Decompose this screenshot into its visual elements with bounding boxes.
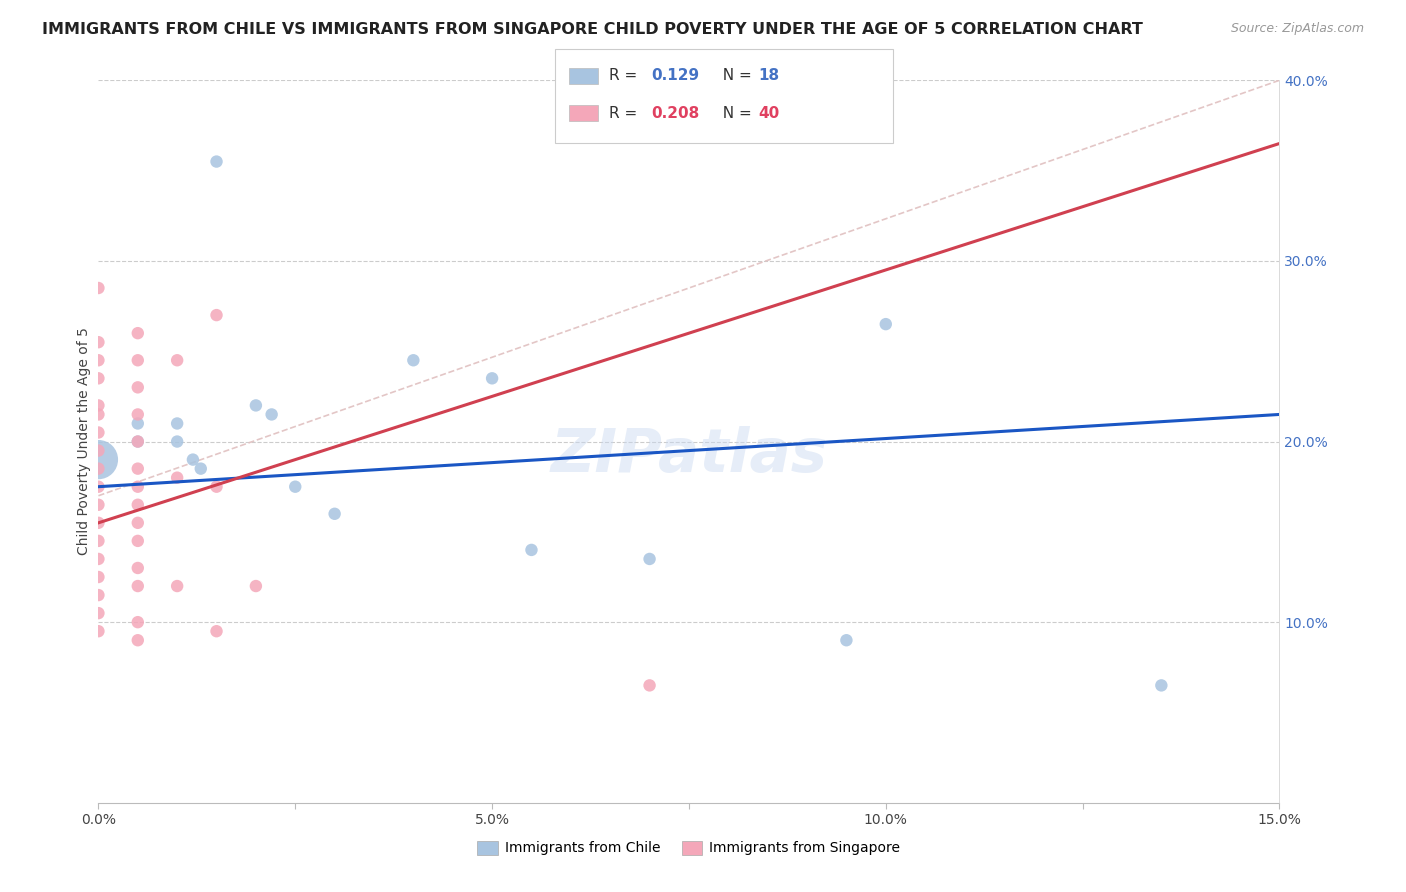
Point	[127, 408, 149, 422]
Point	[127, 417, 149, 431]
Point	[87, 533, 110, 548]
Point	[284, 480, 307, 494]
Point	[323, 507, 346, 521]
Point	[127, 516, 149, 530]
Point	[87, 371, 110, 385]
Point	[87, 624, 110, 639]
Point	[875, 317, 897, 331]
Text: N =: N =	[713, 69, 761, 83]
Point	[835, 633, 858, 648]
Point	[1150, 678, 1173, 692]
Text: IMMIGRANTS FROM CHILE VS IMMIGRANTS FROM SINGAPORE CHILD POVERTY UNDER THE AGE O: IMMIGRANTS FROM CHILE VS IMMIGRANTS FROM…	[42, 22, 1143, 37]
Point	[205, 624, 228, 639]
Point	[127, 579, 149, 593]
Point	[166, 353, 188, 368]
Point	[87, 588, 110, 602]
Point	[166, 417, 188, 431]
Point	[127, 561, 149, 575]
Text: 0.208: 0.208	[651, 106, 699, 120]
Point	[87, 398, 110, 412]
Point	[205, 480, 228, 494]
Point	[166, 471, 188, 485]
Point	[127, 480, 149, 494]
Point	[127, 498, 149, 512]
Point	[205, 308, 228, 322]
Point	[87, 516, 110, 530]
Point	[205, 154, 228, 169]
Point	[190, 461, 212, 475]
Point	[127, 533, 149, 548]
Point	[87, 461, 110, 475]
Point	[245, 579, 267, 593]
Text: Source: ZipAtlas.com: Source: ZipAtlas.com	[1230, 22, 1364, 36]
Point	[87, 498, 110, 512]
Point	[87, 353, 110, 368]
Point	[481, 371, 503, 385]
Text: ZIPatlas: ZIPatlas	[550, 426, 828, 485]
Point	[260, 408, 283, 422]
Point	[127, 615, 149, 630]
Point	[166, 579, 188, 593]
Point	[87, 452, 110, 467]
Point	[87, 281, 110, 295]
Text: 40: 40	[758, 106, 779, 120]
Point	[127, 461, 149, 475]
Point	[520, 542, 543, 557]
Text: 18: 18	[758, 69, 779, 83]
Point	[181, 452, 204, 467]
Text: R =: R =	[609, 69, 647, 83]
Point	[638, 678, 661, 692]
Point	[87, 408, 110, 422]
Point	[127, 434, 149, 449]
Point	[87, 480, 110, 494]
Point	[87, 606, 110, 620]
Point	[87, 570, 110, 584]
Point	[127, 380, 149, 394]
Point	[127, 633, 149, 648]
Point	[127, 326, 149, 340]
Point	[87, 425, 110, 440]
Point	[245, 398, 267, 412]
Y-axis label: Child Poverty Under the Age of 5: Child Poverty Under the Age of 5	[77, 327, 91, 556]
Text: R =: R =	[609, 106, 647, 120]
Point	[87, 443, 110, 458]
Text: N =: N =	[713, 106, 761, 120]
Point	[127, 434, 149, 449]
Point	[166, 434, 188, 449]
Legend: Immigrants from Chile, Immigrants from Singapore: Immigrants from Chile, Immigrants from S…	[472, 835, 905, 861]
Point	[638, 552, 661, 566]
Text: 0.129: 0.129	[651, 69, 699, 83]
Point	[402, 353, 425, 368]
Point	[87, 552, 110, 566]
Point	[87, 335, 110, 350]
Point	[127, 353, 149, 368]
